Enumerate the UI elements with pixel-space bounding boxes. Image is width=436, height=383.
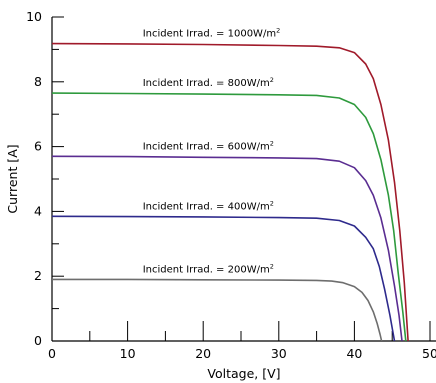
axis-ticks: 0 2 4 6 8 10 0 10 20 30 40 50 xyxy=(26,9,436,361)
series-annotation: Incident Irrad. = 600W/m2 xyxy=(143,139,274,152)
y-tick-label: 8 xyxy=(34,74,42,89)
series-line xyxy=(51,215,396,342)
unit-superscript: 2 xyxy=(276,27,280,35)
y-tick-label: 6 xyxy=(34,139,42,154)
series-line xyxy=(51,155,403,342)
x-tick-label: 50 xyxy=(422,346,436,361)
axes xyxy=(51,17,436,342)
y-tick-label: 0 xyxy=(34,333,42,348)
x-tick-label: 0 xyxy=(48,346,56,361)
series-line xyxy=(51,42,409,342)
series-annotation: Incident Irrad. = 200W/m2 xyxy=(143,262,274,275)
x-axis-title: Voltage, [V] xyxy=(207,366,280,381)
unit-superscript: 2 xyxy=(270,139,274,147)
y-tick-label: 10 xyxy=(26,9,42,24)
x-tick-label: 10 xyxy=(120,346,136,361)
unit-superscript: 2 xyxy=(270,199,274,207)
x-tick-label: 30 xyxy=(271,346,287,361)
series-line xyxy=(52,278,383,342)
x-tick-label: 40 xyxy=(346,346,362,361)
series-layer xyxy=(51,42,409,342)
unit-superscript: 2 xyxy=(270,262,274,270)
series-annotation: Incident Irrad. = 800W/m2 xyxy=(143,76,274,89)
series-annotation: Incident Irrad. = 1000W/m2 xyxy=(143,27,280,40)
series-line xyxy=(51,92,407,342)
y-tick-label: 2 xyxy=(34,268,42,283)
y-axis-title: Current [A] xyxy=(5,144,20,213)
series-annotation: Incident Irrad. = 400W/m2 xyxy=(143,199,274,212)
unit-superscript: 2 xyxy=(270,76,274,84)
x-tick-label: 20 xyxy=(195,346,211,361)
series-annotations: Incident Irrad. = 1000W/m2 Incident Irrad… xyxy=(143,27,280,276)
y-tick-label: 4 xyxy=(34,203,42,218)
